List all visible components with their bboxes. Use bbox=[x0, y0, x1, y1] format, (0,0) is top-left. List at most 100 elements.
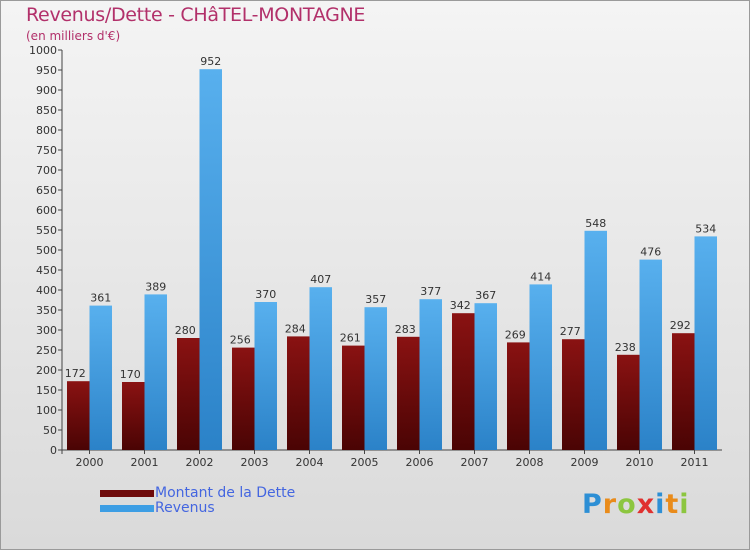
y-tick-label: 400 bbox=[36, 284, 57, 297]
legend: Montant de la Dette Revenus bbox=[100, 486, 295, 516]
x-tick-label: 2001 bbox=[131, 456, 159, 469]
bar-revenus bbox=[254, 302, 277, 450]
y-tick-label: 550 bbox=[36, 224, 57, 237]
data-label-revenus: 370 bbox=[255, 288, 276, 301]
bar-dette bbox=[562, 339, 585, 450]
logo-letter: P bbox=[582, 489, 603, 520]
bar-dette bbox=[287, 336, 310, 450]
bar-dette bbox=[672, 333, 695, 450]
bar-revenus bbox=[474, 303, 497, 450]
y-tick-label: 900 bbox=[36, 84, 57, 97]
chart-subtitle: (en milliers d'€) bbox=[26, 29, 121, 43]
y-tick-label: 450 bbox=[36, 264, 57, 277]
data-label-dette: 238 bbox=[615, 341, 636, 354]
y-tick-label: 150 bbox=[36, 384, 57, 397]
bar-revenus bbox=[364, 307, 387, 450]
data-label-revenus: 534 bbox=[695, 222, 716, 235]
data-label-revenus: 377 bbox=[420, 285, 441, 298]
data-label-revenus: 389 bbox=[145, 280, 166, 293]
y-tick-label: 100 bbox=[36, 404, 57, 417]
proxiti-logo: Proxiti bbox=[582, 489, 690, 520]
x-tick-label: 2011 bbox=[681, 456, 709, 469]
legend-swatch-revenus bbox=[100, 505, 154, 512]
data-label-revenus: 414 bbox=[530, 270, 551, 283]
y-tick-label: 800 bbox=[36, 124, 57, 137]
x-tick-label: 2010 bbox=[626, 456, 654, 469]
y-tick-label: 650 bbox=[36, 184, 57, 197]
data-label-revenus: 476 bbox=[640, 246, 661, 259]
bar-dette bbox=[507, 342, 530, 450]
data-label-dette: 284 bbox=[285, 322, 306, 335]
data-label-revenus: 407 bbox=[310, 273, 331, 286]
bar-dette bbox=[397, 336, 420, 450]
legend-item-dette: Montant de la Dette bbox=[100, 486, 295, 501]
logo-letter: r bbox=[602, 489, 618, 520]
data-label-dette: 292 bbox=[670, 319, 691, 332]
bar-revenus bbox=[309, 287, 332, 450]
y-tick-label: 50 bbox=[43, 424, 57, 437]
bar-dette bbox=[177, 338, 200, 450]
y-tick-label: 300 bbox=[36, 324, 57, 337]
data-label-dette: 170 bbox=[120, 368, 141, 381]
y-tick-label: 0 bbox=[50, 444, 57, 457]
data-label-revenus: 361 bbox=[90, 292, 111, 305]
y-tick-label: 200 bbox=[36, 364, 57, 377]
legend-label-dette: Montant de la Dette bbox=[155, 485, 296, 501]
y-tick-label: 500 bbox=[36, 244, 57, 257]
logo-letter: x bbox=[636, 489, 656, 520]
bar-dette bbox=[232, 347, 255, 450]
data-label-dette: 256 bbox=[230, 334, 251, 347]
bar-revenus bbox=[639, 259, 662, 450]
y-tick-label: 950 bbox=[36, 64, 57, 77]
data-label-dette: 280 bbox=[175, 324, 196, 337]
bar-revenus bbox=[199, 69, 222, 450]
logo-letter: i bbox=[655, 489, 666, 520]
x-tick-label: 2007 bbox=[461, 456, 489, 469]
data-label-revenus: 548 bbox=[585, 217, 606, 230]
x-tick-label: 2004 bbox=[296, 456, 324, 469]
bar-revenus bbox=[529, 284, 552, 450]
data-label-revenus: 952 bbox=[200, 55, 221, 68]
data-label-dette: 261 bbox=[340, 332, 361, 345]
bar-dette bbox=[342, 345, 365, 450]
y-tick-label: 1000 bbox=[29, 44, 57, 57]
x-tick-label: 2008 bbox=[516, 456, 544, 469]
bar-dette bbox=[452, 313, 475, 450]
chart-title: Revenus/Dette - CHâTEL-MONTAGNE bbox=[26, 4, 366, 26]
bar-revenus bbox=[419, 299, 442, 450]
bar-revenus bbox=[584, 230, 607, 450]
bar-dette bbox=[617, 354, 640, 450]
x-tick-label: 2006 bbox=[406, 456, 434, 469]
x-tick-label: 2003 bbox=[241, 456, 269, 469]
data-label-dette: 269 bbox=[505, 328, 526, 341]
bar-dette bbox=[67, 381, 90, 450]
x-tick-label: 2005 bbox=[351, 456, 379, 469]
bar-revenus bbox=[694, 236, 717, 450]
y-tick-label: 350 bbox=[36, 304, 57, 317]
logo-letter: o bbox=[617, 489, 637, 520]
legend-swatch-dette bbox=[100, 490, 154, 497]
bar-dette bbox=[122, 382, 145, 450]
bar-revenus bbox=[89, 305, 112, 450]
y-tick-label: 850 bbox=[36, 104, 57, 117]
y-tick-label: 750 bbox=[36, 144, 57, 157]
x-tick-label: 2000 bbox=[76, 456, 104, 469]
logo-letter: i bbox=[679, 489, 690, 520]
data-label-dette: 172 bbox=[65, 367, 86, 380]
data-label-dette: 277 bbox=[560, 325, 581, 338]
x-tick-label: 2009 bbox=[571, 456, 599, 469]
y-tick-label: 600 bbox=[36, 204, 57, 217]
data-label-revenus: 367 bbox=[475, 289, 496, 302]
data-label-dette: 342 bbox=[450, 299, 471, 312]
bar-revenus bbox=[144, 294, 167, 450]
data-label-revenus: 357 bbox=[365, 293, 386, 306]
data-label-dette: 283 bbox=[395, 323, 416, 336]
y-tick-label: 700 bbox=[36, 164, 57, 177]
legend-label-revenus: Revenus bbox=[155, 500, 215, 516]
logo-letter: t bbox=[665, 489, 680, 520]
x-tick-label: 2002 bbox=[186, 456, 214, 469]
y-tick-label: 250 bbox=[36, 344, 57, 357]
legend-item-revenus: Revenus bbox=[100, 501, 295, 516]
